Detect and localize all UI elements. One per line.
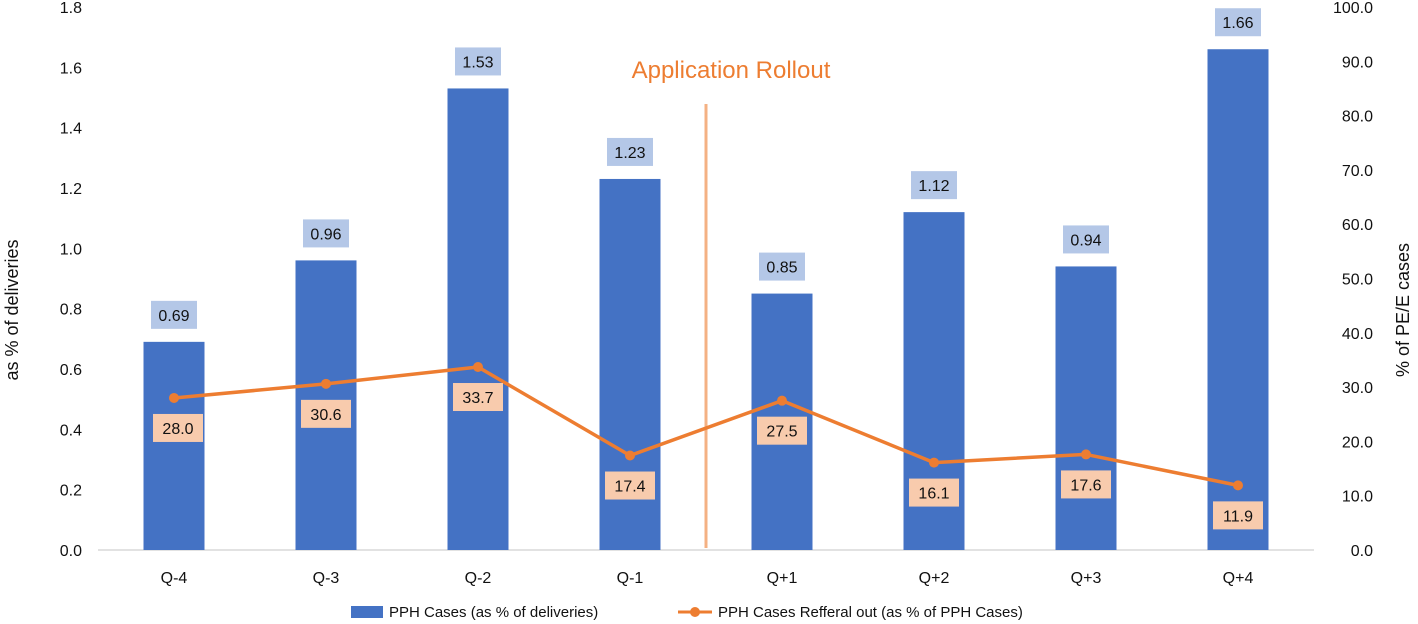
left-tick-label: 1.4 bbox=[60, 121, 82, 138]
x-tick-label: Q-4 bbox=[161, 570, 188, 587]
line-point bbox=[625, 450, 635, 461]
right-tick-label: 40.0 bbox=[1342, 326, 1373, 343]
line-point bbox=[929, 457, 939, 468]
legend-bar-label: PPH Cases (as % of deliveries) bbox=[389, 604, 598, 621]
left-tick-label: 1.6 bbox=[60, 60, 82, 77]
right-axis-ticks: 0.0 10.0 20.0 30.0 40.0 50.0 60.0 70.0 80.0 90.0 1… bbox=[1333, 0, 1373, 560]
bar-label-box bbox=[607, 137, 653, 166]
left-tick-label: 1.8 bbox=[60, 0, 82, 17]
bar-value-label: 1.23 bbox=[614, 145, 645, 162]
line-value-label: 27.5 bbox=[766, 424, 797, 441]
line-label-box bbox=[453, 383, 503, 412]
right-tick-label: 90.0 bbox=[1342, 54, 1373, 71]
line-label-box bbox=[909, 478, 959, 507]
x-tick-label: Q+3 bbox=[1071, 570, 1102, 587]
bar-label-box bbox=[151, 300, 197, 329]
right-tick-label: 0.0 bbox=[1351, 543, 1373, 560]
x-tick-label: Q-3 bbox=[313, 570, 340, 587]
right-tick-label: 80.0 bbox=[1342, 109, 1373, 126]
x-tick-label: Q-1 bbox=[617, 570, 644, 587]
bar-label-box bbox=[1063, 225, 1109, 254]
legend-bar-swatch bbox=[351, 606, 383, 618]
bar-value-label: 0.69 bbox=[158, 308, 189, 325]
legend: PPH Cases (as % of deliveries) PPH Cases… bbox=[351, 604, 1023, 621]
left-tick-label: 0.2 bbox=[60, 483, 82, 500]
bar-value-label: 0.85 bbox=[766, 260, 797, 277]
bar bbox=[447, 88, 509, 550]
x-tick-label: Q+2 bbox=[919, 570, 950, 587]
right-tick-label: 60.0 bbox=[1342, 217, 1373, 234]
bar-data-labels: 0.69 0.96 1.53 1.23 0.85 1.12 0.94 1.66 bbox=[151, 8, 1261, 329]
line-value-label: 11.9 bbox=[1223, 508, 1253, 525]
left-tick-label: 1.0 bbox=[60, 241, 82, 258]
right-tick-label: 100.0 bbox=[1333, 0, 1373, 17]
line-label-box bbox=[153, 413, 203, 442]
left-tick-label: 0.4 bbox=[60, 422, 82, 439]
line-label-box bbox=[301, 399, 351, 428]
right-tick-label: 50.0 bbox=[1342, 272, 1373, 289]
left-axis-title: as % of deliveries bbox=[2, 239, 22, 380]
line-value-label: 30.6 bbox=[310, 407, 341, 424]
bar-value-label: 0.94 bbox=[1070, 232, 1101, 249]
right-tick-label: 30.0 bbox=[1342, 380, 1373, 397]
line-label-box bbox=[757, 416, 807, 445]
right-tick-label: 70.0 bbox=[1342, 163, 1373, 180]
line-value-label: 17.6 bbox=[1070, 477, 1101, 494]
left-tick-label: 0.8 bbox=[60, 302, 82, 319]
bar-label-box bbox=[455, 47, 501, 76]
bar-value-label: 1.12 bbox=[918, 178, 949, 195]
bar-label-box bbox=[911, 171, 957, 200]
line-label-box bbox=[1213, 501, 1263, 530]
line-value-label: 28.0 bbox=[162, 421, 193, 438]
left-tick-label: 1.2 bbox=[60, 181, 82, 198]
line-point bbox=[321, 378, 331, 389]
line-point bbox=[1081, 449, 1091, 460]
bar-value-label: 1.53 bbox=[462, 54, 493, 71]
line-label-box bbox=[605, 471, 655, 500]
line-value-label: 17.4 bbox=[614, 479, 645, 496]
bar-label-box bbox=[303, 219, 349, 248]
line-value-label: 16.1 bbox=[918, 486, 949, 503]
left-tick-label: 0.6 bbox=[60, 362, 82, 379]
x-tick-label: Q+4 bbox=[1223, 570, 1254, 587]
left-axis-ticks: 0.0 0.2 0.4 0.6 0.8 1.0 1.2 1.4 1.6 1.8 bbox=[60, 0, 82, 560]
bar-label-box bbox=[1215, 8, 1261, 37]
right-tick-label: 10.0 bbox=[1342, 489, 1373, 506]
x-tick-label: Q+1 bbox=[767, 570, 798, 587]
left-tick-label: 0.0 bbox=[60, 543, 82, 560]
line-series bbox=[169, 362, 1243, 491]
legend-line-marker bbox=[690, 607, 700, 617]
line-label-box bbox=[1061, 470, 1111, 499]
x-tick-label: Q-2 bbox=[465, 570, 492, 587]
bar-value-label: 0.96 bbox=[310, 226, 341, 243]
bar bbox=[1207, 49, 1269, 550]
x-axis-ticks: Q-4 Q-3 Q-2 Q-1 Q+1 Q+2 Q+3 Q+4 bbox=[161, 570, 1254, 587]
legend-line-label: PPH Cases Refferal out (as % of PPH Case… bbox=[718, 604, 1023, 621]
rollout-annotation: Application Rollout bbox=[632, 57, 831, 84]
line-point bbox=[777, 395, 787, 406]
bar bbox=[143, 341, 205, 550]
right-axis-title: % of PE/E cases bbox=[1393, 243, 1413, 377]
bar-label-box bbox=[759, 252, 805, 281]
line-value-label: 33.7 bbox=[462, 390, 493, 407]
line-point bbox=[169, 392, 179, 403]
series-line bbox=[173, 365, 1239, 488]
bar-value-label: 1.66 bbox=[1222, 15, 1253, 32]
right-tick-label: 20.0 bbox=[1342, 434, 1373, 451]
line-point bbox=[473, 362, 483, 373]
bar bbox=[1055, 266, 1117, 550]
line-data-labels: 28.0 30.6 33.7 17.4 27.5 16.1 17.6 11.9 bbox=[153, 383, 1263, 530]
line-point bbox=[1233, 480, 1243, 491]
